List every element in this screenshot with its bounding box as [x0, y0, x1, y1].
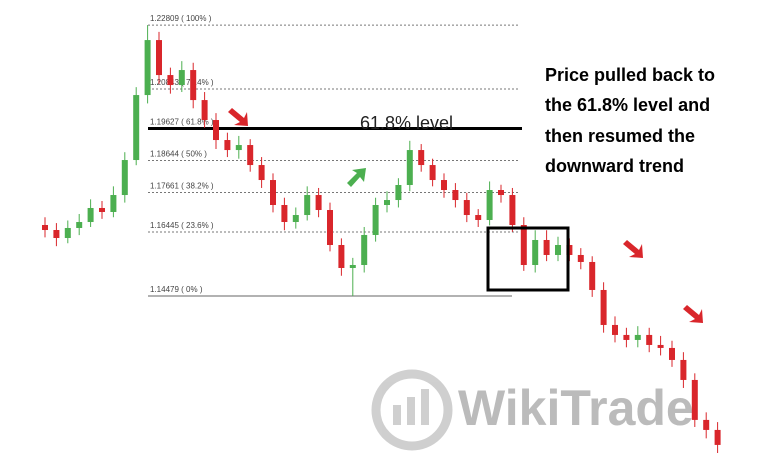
candle-body — [680, 359, 687, 380]
arrow-up — [347, 168, 366, 187]
candle-body — [452, 190, 459, 201]
candle-body — [304, 195, 311, 216]
fib-label: 1.19627 ( 61.8% ) — [150, 118, 214, 127]
candle-body — [429, 165, 436, 181]
highlight-box — [486, 226, 570, 292]
fib-label: 1.16445 ( 23.6% ) — [150, 221, 214, 230]
candle-body — [441, 180, 447, 191]
candle-body — [121, 160, 128, 196]
candle-body — [509, 195, 516, 226]
candle-body — [406, 150, 413, 186]
candle-body — [42, 225, 48, 231]
candle-body — [418, 150, 425, 166]
candle-body — [657, 344, 664, 348]
watermark: WikiTrade — [458, 380, 694, 436]
candle-body — [156, 40, 162, 76]
candle-body — [361, 234, 368, 265]
candle-body — [577, 254, 584, 262]
annotation: then resumed the — [545, 126, 695, 146]
candle-body — [190, 70, 197, 101]
candle-body — [110, 195, 117, 212]
candle-body — [463, 200, 470, 216]
candle-body — [270, 180, 276, 206]
candle-body — [669, 347, 675, 360]
candle-body — [224, 140, 231, 151]
annotation: the 61.8% level and — [545, 95, 710, 115]
fib-label: 1.22809 ( 100% ) — [150, 14, 212, 23]
candle-body — [99, 207, 105, 212]
candle-body — [384, 200, 390, 206]
candle-body — [600, 289, 607, 325]
candle-body — [703, 419, 710, 430]
candle-body — [543, 239, 550, 255]
candle-body — [247, 145, 254, 166]
candle-body — [623, 334, 630, 340]
candle-body — [64, 227, 71, 239]
candle-body — [338, 244, 345, 268]
candle-body — [646, 334, 653, 345]
level-label: 61.8% level — [360, 113, 453, 133]
candle-body — [691, 379, 698, 420]
candle-body — [167, 75, 174, 86]
candle-body — [395, 185, 402, 201]
candle-body — [555, 244, 561, 255]
candle-body — [213, 120, 219, 141]
candle-body — [532, 239, 539, 265]
candle-body — [201, 100, 208, 121]
candle-body — [520, 225, 527, 265]
arrow-down — [228, 108, 248, 126]
candle-body — [76, 222, 83, 228]
candle-body — [327, 210, 333, 245]
arrow-down — [623, 240, 643, 258]
annotation: Price pulled back to — [545, 65, 715, 85]
candle-body — [475, 215, 482, 220]
arrow-down — [683, 305, 703, 323]
candle-body — [315, 195, 322, 211]
candle-body — [144, 40, 151, 96]
candle-body — [133, 95, 140, 161]
candle-body — [372, 205, 379, 235]
fib-label: 1.18644 ( 50% ) — [150, 150, 207, 159]
candle-body — [292, 215, 299, 223]
candle-body — [87, 207, 94, 223]
candle-body — [634, 334, 641, 340]
logo-bar — [407, 397, 415, 425]
candle-body — [258, 165, 265, 181]
candle-body — [498, 190, 504, 196]
candle-body — [178, 70, 185, 86]
logo-bar — [421, 389, 429, 425]
fib-label: 1.14479 ( 0% ) — [150, 285, 203, 294]
candle-body — [235, 145, 242, 151]
candle-body — [612, 324, 618, 335]
annotation: downward trend — [545, 156, 684, 176]
watermark-logo — [371, 369, 453, 451]
candle-body — [349, 264, 356, 268]
logo-ring — [371, 369, 453, 451]
candle-body — [589, 261, 596, 290]
logo-bar — [393, 405, 401, 425]
candle-body — [714, 429, 721, 445]
candle-body — [281, 205, 288, 223]
fib-label: 1.17661 ( 38.2% ) — [150, 182, 214, 191]
candle-body — [53, 230, 60, 239]
candle-body — [486, 190, 493, 220]
